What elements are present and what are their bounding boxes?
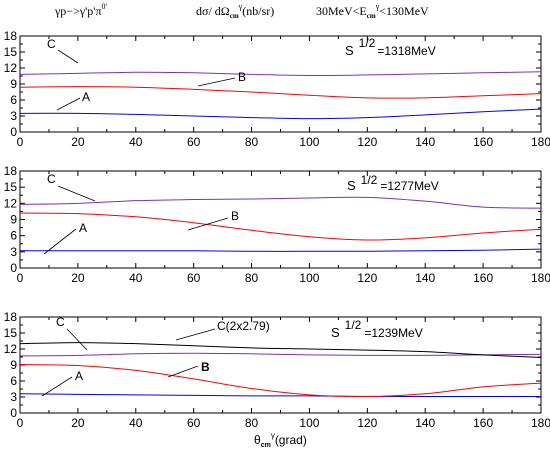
leader-line-b <box>167 365 199 378</box>
x-tick-label: 180 <box>531 416 550 430</box>
y-tick-label: 3 <box>10 245 17 259</box>
leader-line-c <box>66 328 88 351</box>
y-tick-label: 6 <box>10 93 17 107</box>
energy-label-1277: S 1/2 =1277MeV <box>347 173 439 193</box>
x-tick-label: 140 <box>415 416 435 430</box>
header-energy-range: 30MeV<Ecmγ<130MeV <box>316 2 429 20</box>
x-tick-label: 80 <box>245 135 259 149</box>
x-tick-label: 140 <box>415 271 435 285</box>
y-tick-label: 0 <box>10 261 17 275</box>
y-tick-label: 6 <box>10 374 17 388</box>
y-tick-label: 9 <box>10 358 17 372</box>
y-tick-label: 12 <box>4 196 18 210</box>
x-tick-label: 60 <box>187 271 201 285</box>
y-tick-label: 18 <box>4 164 18 178</box>
x-tick-label: 120 <box>357 135 377 149</box>
x-tick-label: 40 <box>129 135 143 149</box>
header-reaction: γp−>γ'p'π0' <box>54 2 108 18</box>
x-tick-label: 0 <box>17 416 24 430</box>
plot-frame <box>19 35 542 133</box>
curve-label-c: C <box>47 37 56 51</box>
curve-label-c2: C(2x2.79) <box>217 319 270 333</box>
x-tick-label: 0 <box>17 271 24 285</box>
series-line-a <box>19 393 541 398</box>
y-tick-label: 15 <box>4 180 18 194</box>
leader-line-b <box>197 77 236 87</box>
x-tick-label: 160 <box>473 271 493 285</box>
annotations-1239: C C(2x2.79) B A <box>41 315 270 397</box>
curve-label-c: C <box>47 172 56 186</box>
leader-line-a <box>43 228 77 255</box>
series-line-c <box>19 352 542 357</box>
x-tick-label: 100 <box>299 135 319 149</box>
x-tick-label: 40 <box>129 416 143 430</box>
curve-label-a: A <box>75 369 83 383</box>
y-tick-label: 12 <box>4 342 18 356</box>
y-tick-label: 18 <box>4 310 18 324</box>
x-tick-label: 180 <box>531 271 550 285</box>
x-tick-label: 120 <box>357 271 377 285</box>
curve-label-a: A <box>82 90 90 104</box>
series-line-c <box>19 196 542 209</box>
series-line-b <box>19 86 542 99</box>
curve-label-b: B <box>201 360 210 374</box>
x-tick-label: 100 <box>299 271 319 285</box>
y-tick-label: 0 <box>10 125 17 139</box>
x-tick-label: 60 <box>187 416 201 430</box>
x-tick-label: 180 <box>531 135 550 149</box>
x-axis-label: θcmγ(grad) <box>254 431 307 449</box>
annotations-1277: C B A <box>43 172 239 255</box>
y-tick-label: 15 <box>4 45 18 59</box>
curve-label-b: B <box>238 70 246 84</box>
leader-line-a <box>56 97 81 111</box>
x-tick-label: 160 <box>473 416 493 430</box>
y-tick-label: 12 <box>4 61 18 75</box>
curve-label-b: B <box>231 209 239 223</box>
y-tick-label: 3 <box>10 390 17 404</box>
y-tick-label: 15 <box>4 326 18 340</box>
leader-line-b <box>187 217 229 231</box>
x-tick-label: 20 <box>71 135 85 149</box>
x-tick-label: 60 <box>187 135 201 149</box>
x-tick-label: 160 <box>473 135 493 149</box>
leader-line-c <box>57 185 96 202</box>
x-tick-label: 40 <box>129 271 143 285</box>
plot-frame <box>19 170 542 269</box>
energy-label-1318: S 1/2=1318MeV <box>345 36 436 58</box>
y-tick-label: 9 <box>10 77 17 91</box>
series-line-a <box>19 108 542 120</box>
x-tick-label: 20 <box>71 416 85 430</box>
x-tick-label: 100 <box>299 416 319 430</box>
leader-line-a <box>41 376 73 397</box>
x-tick-label: 120 <box>357 416 377 430</box>
y-tick-label: 9 <box>10 213 17 227</box>
series-line-a <box>20 248 542 252</box>
y-tick-label: 3 <box>10 109 17 123</box>
y-tick-label: 18 <box>4 29 18 43</box>
annotations-1318: C B A <box>47 37 246 111</box>
header-observable: dσ/ dΩcmγ(nb/sr) <box>196 2 274 20</box>
curve-label-c: C <box>56 315 65 329</box>
x-tick-label: 80 <box>245 271 259 285</box>
leader-line-c <box>57 49 79 64</box>
x-tick-label: 140 <box>415 135 435 149</box>
y-tick-label: 0 <box>10 406 17 420</box>
series-line-b <box>19 212 542 241</box>
series-line-c-2x2-79 <box>19 342 542 359</box>
energy-label-1239: S 1/2=1239MeV <box>331 318 423 340</box>
curve-label-a: A <box>79 221 87 235</box>
plot-frame <box>19 316 542 414</box>
x-tick-label: 20 <box>71 271 85 285</box>
x-tick-label: 0 <box>17 135 24 149</box>
leader-line-c2 <box>175 328 216 341</box>
series-line-b <box>19 363 542 398</box>
x-tick-label: 80 <box>245 416 259 430</box>
y-tick-label: 6 <box>10 229 17 243</box>
series-line-c <box>19 71 542 76</box>
